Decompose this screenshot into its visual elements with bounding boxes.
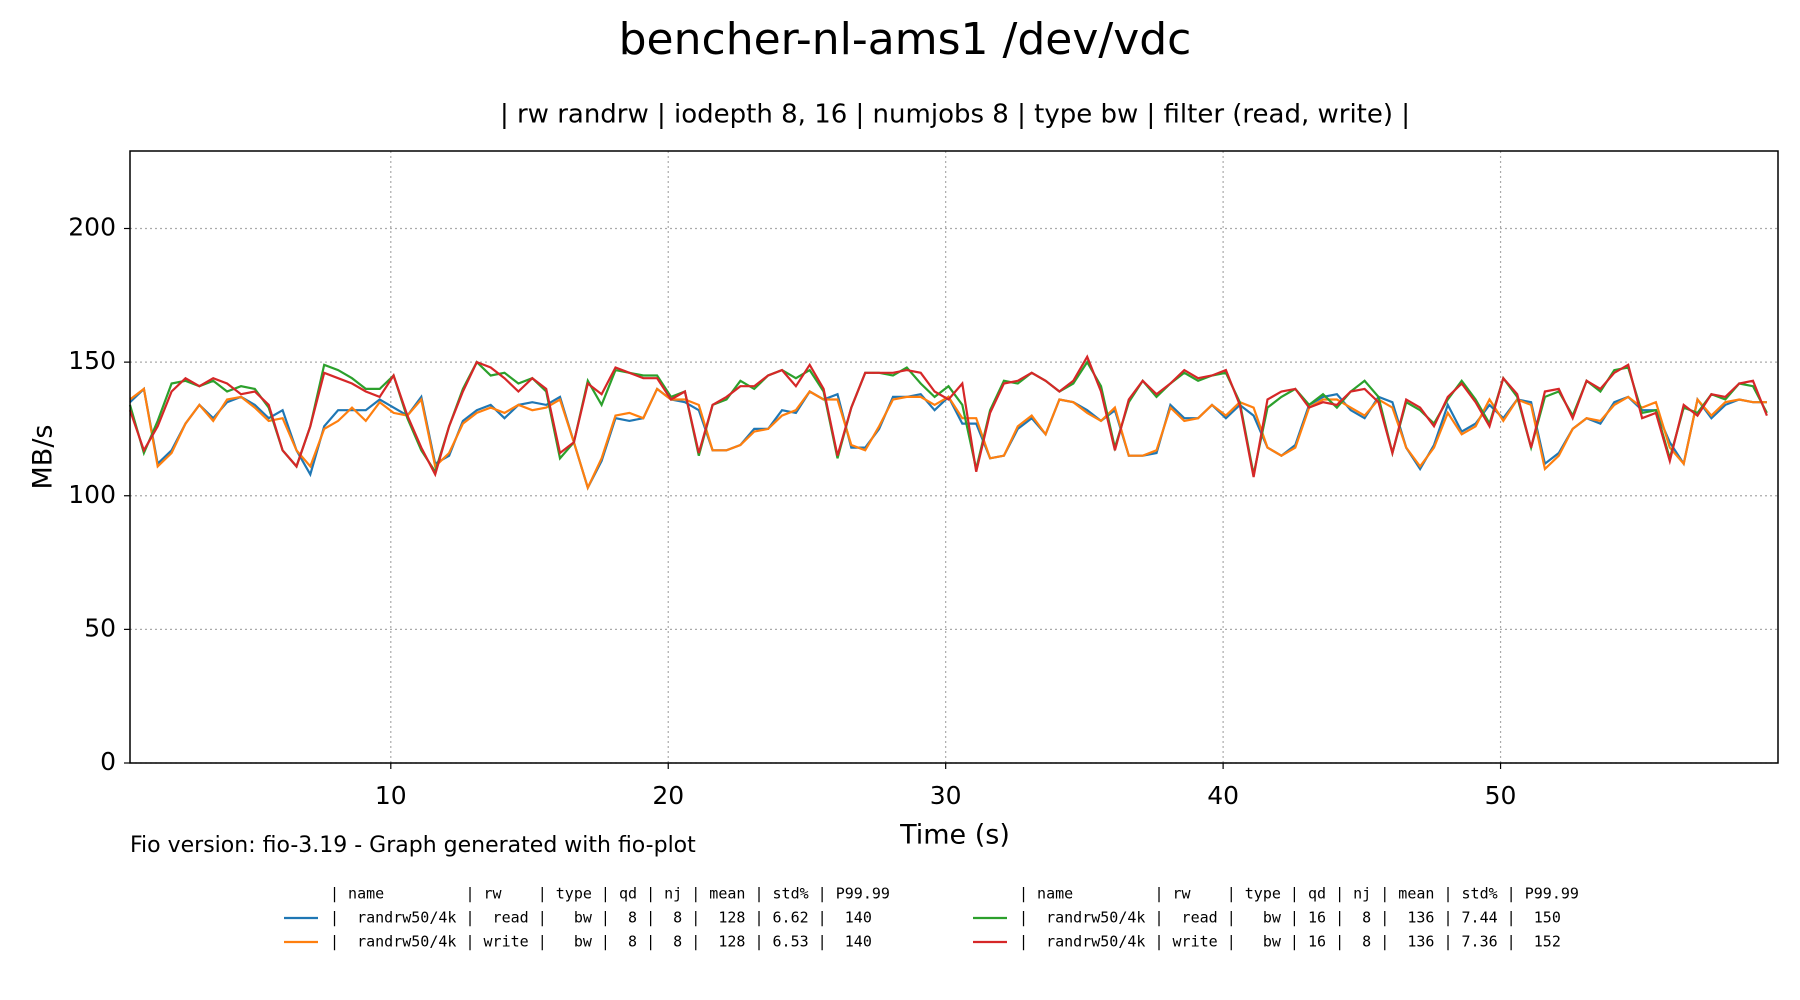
chart-title: bencher-nl-ams1 /dev/vdc: [619, 14, 1192, 65]
series-line: [128, 359, 1768, 475]
chart-subtitle: | rw randrw | iodepth 8, 16 | numjobs 8 …: [500, 100, 1410, 130]
y-tick-label: 50: [84, 613, 116, 642]
series-line: [129, 386, 1767, 491]
y-tick-label: 100: [68, 480, 116, 509]
plot-frame: [129, 150, 1779, 764]
y-tick-label: 0: [100, 747, 116, 776]
legend-label: | randrw50/4k | read | bw | 16 | 8 | 136…: [1019, 909, 1561, 927]
y-tick-label: 150: [68, 346, 116, 375]
legend-label: | randrw50/4k | read | bw | 8 | 8 | 128 …: [330, 909, 872, 927]
legend-header: | name | rw | type | qd | nj | mean | st…: [1019, 885, 1579, 903]
y-tick-label: 200: [68, 213, 116, 242]
series-line: [128, 354, 1768, 478]
x-tick-label: 10: [375, 781, 407, 810]
legend-label: | randrw50/4k | write | bw | 16 | 8 | 13…: [1019, 933, 1561, 951]
y-axis-label: MB/s: [28, 425, 59, 490]
x-tick-label: 50: [1485, 781, 1517, 810]
x-tick-label: 30: [930, 781, 962, 810]
x-tick-label: 20: [652, 781, 684, 810]
footer: Fio version: fio-3.19 - Graph generated …: [130, 833, 696, 858]
legend-header: | name | rw | type | qd | nj | mean | st…: [330, 885, 890, 903]
x-axis-label: Time (s): [899, 820, 1010, 851]
legend-label: | randrw50/4k | write | bw | 8 | 8 | 128…: [330, 933, 872, 951]
x-tick-label: 40: [1207, 781, 1239, 810]
